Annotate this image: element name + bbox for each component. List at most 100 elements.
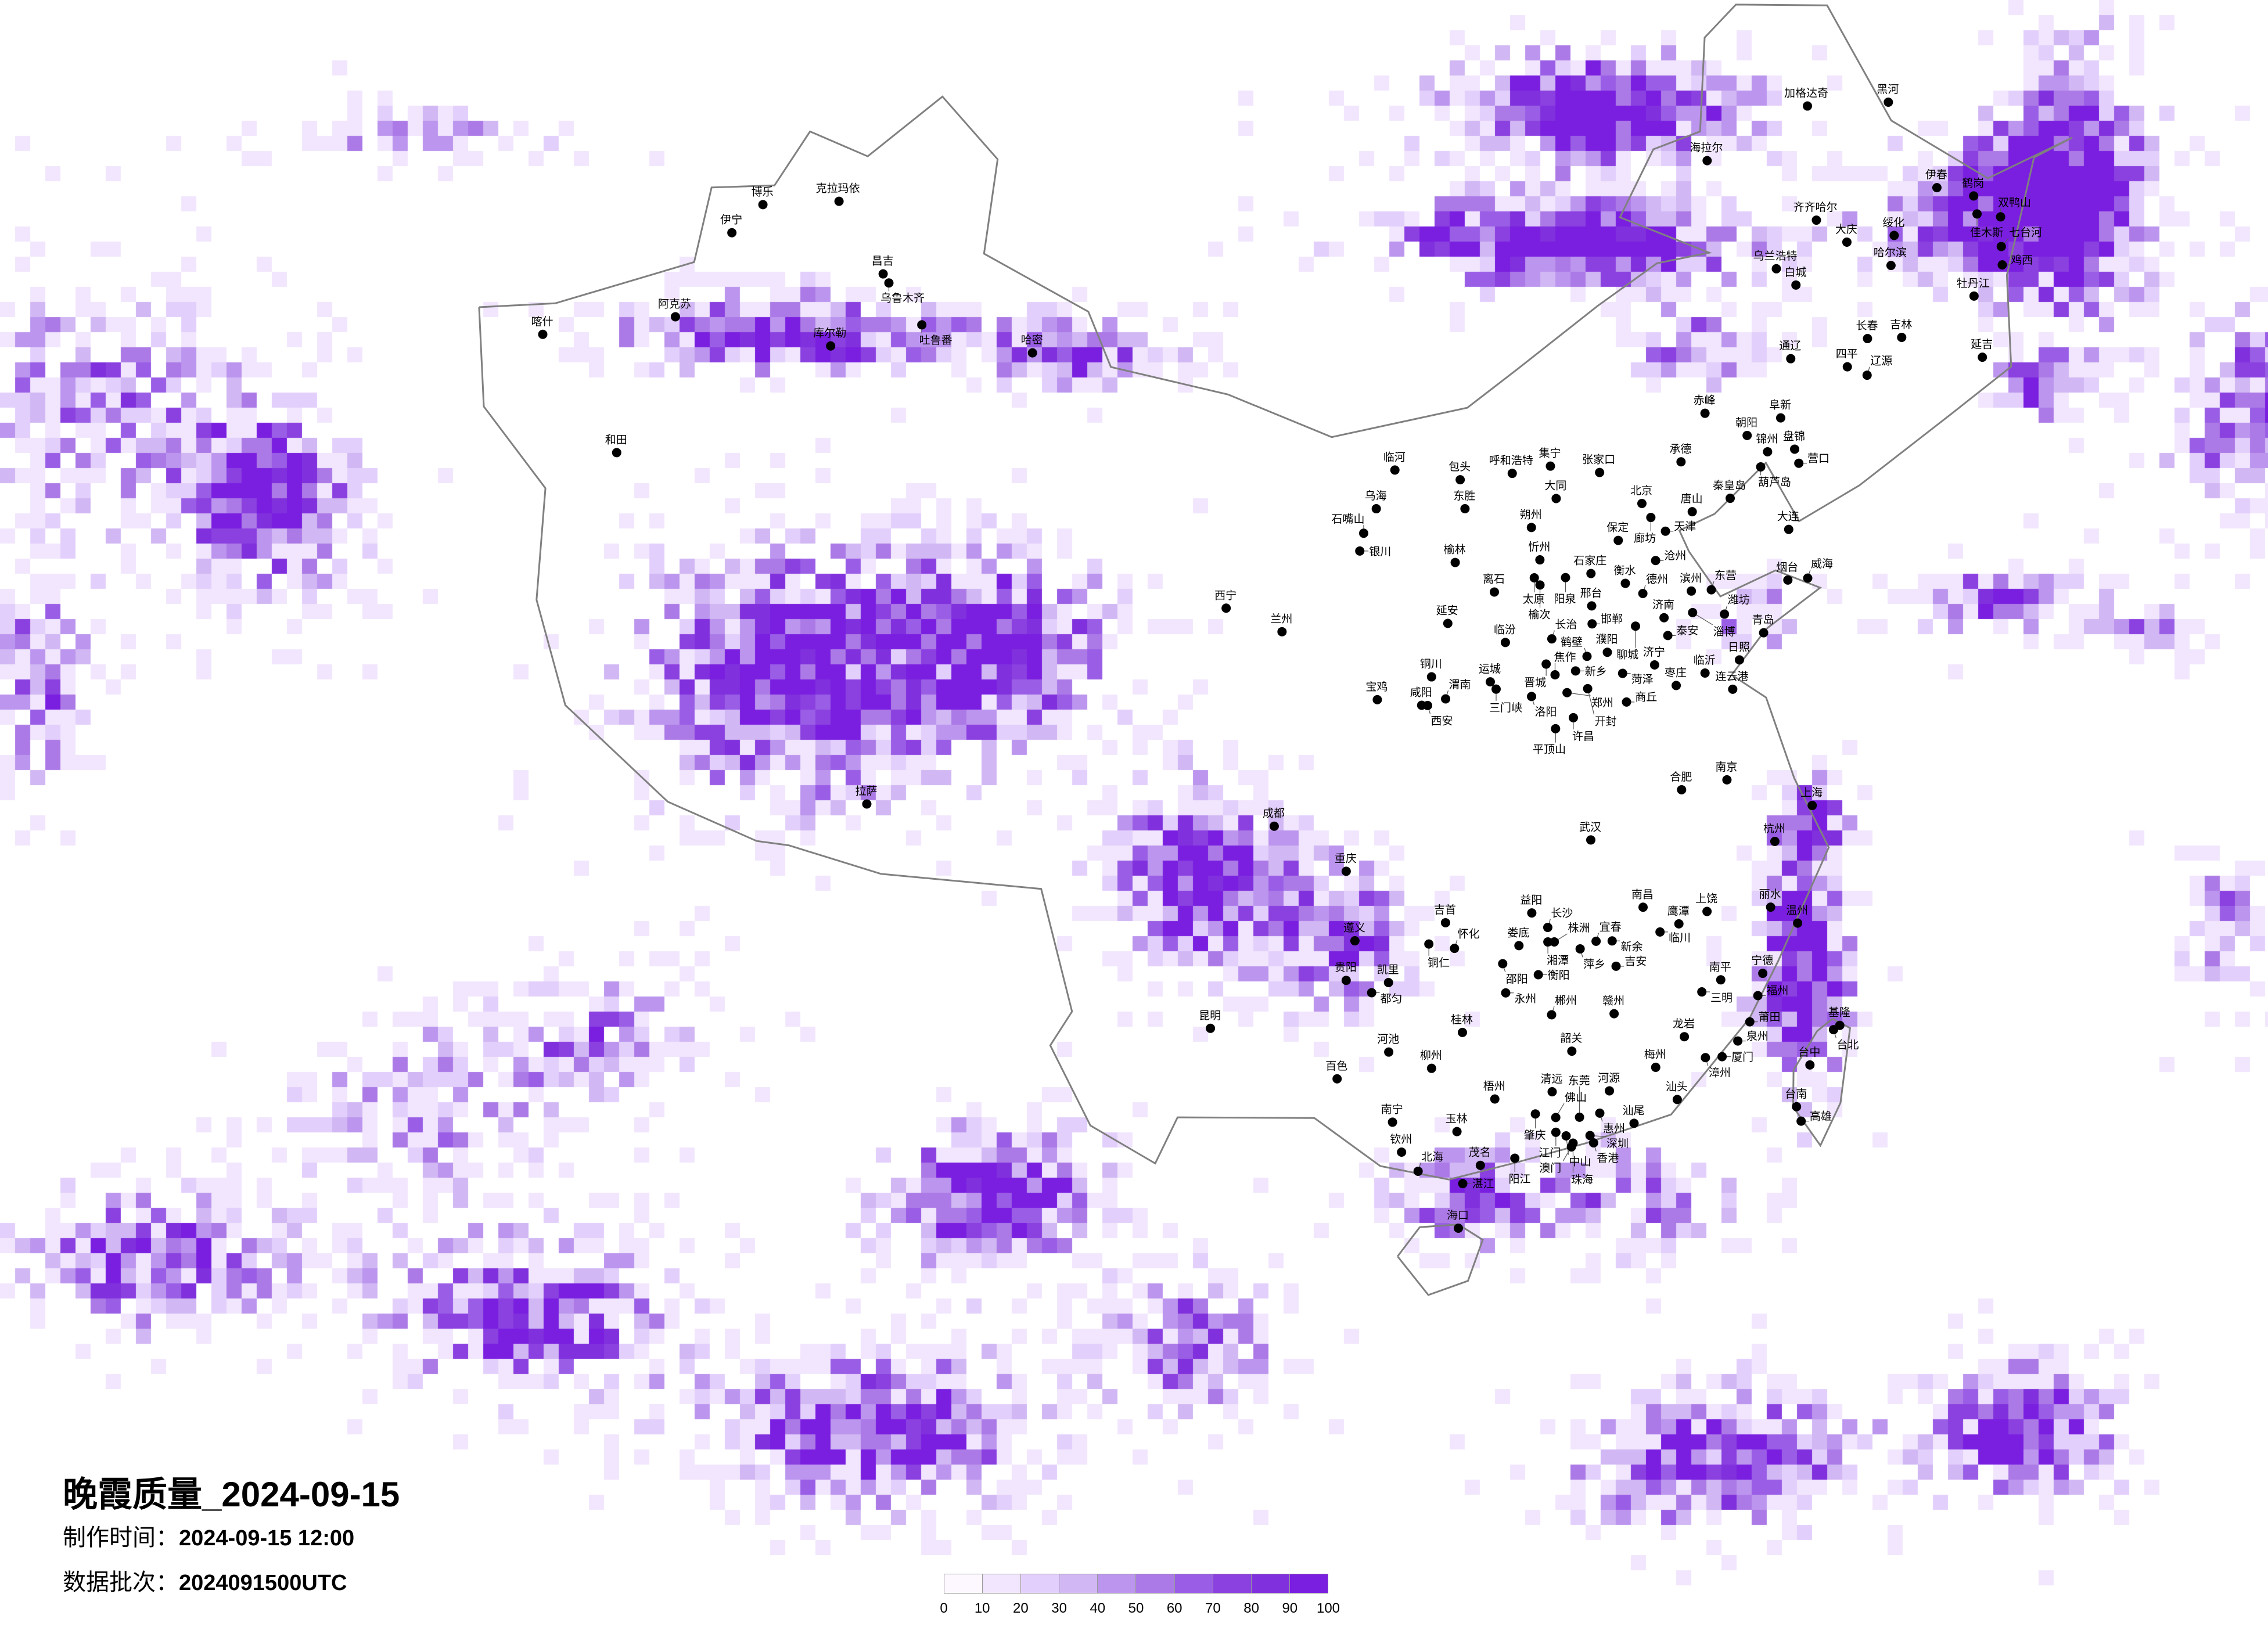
city-dot	[826, 341, 836, 351]
city-label: 昆明	[1199, 1009, 1221, 1022]
city-dot	[1529, 573, 1539, 583]
city-marker: 遵义	[1343, 922, 1365, 946]
city-dot	[1618, 668, 1627, 678]
city-label: 阳江	[1509, 1172, 1531, 1185]
city-marker: 西安	[1422, 700, 1453, 727]
city-dot	[1547, 634, 1557, 644]
city-marker: 莆田	[1745, 1010, 1781, 1027]
title-name: 晚霞质量	[63, 1474, 202, 1515]
city-dot	[1784, 524, 1793, 534]
city-label: 威海	[1811, 557, 1833, 570]
city-marker: 河池	[1377, 1033, 1399, 1057]
city-marker: 运城	[1479, 663, 1501, 687]
city-marker: 吉林	[1890, 318, 1912, 343]
city-marker: 鹤岗	[1962, 177, 1984, 201]
city-label: 北海	[1421, 1150, 1443, 1163]
city-label: 泰安	[1676, 624, 1698, 637]
city-marker: 吐鲁番	[917, 320, 953, 347]
city-label: 莆田	[1759, 1010, 1781, 1023]
city-label: 枣庄	[1665, 666, 1687, 679]
legend-swatch	[944, 1574, 983, 1593]
city-marker: 廊坊	[1634, 513, 1656, 545]
city-label: 台南	[1785, 1088, 1807, 1100]
city-label: 郑州	[1591, 696, 1613, 709]
city-marker: 台北	[1828, 1025, 1859, 1052]
city-marker: 吉安	[1611, 955, 1647, 971]
city-marker: 钦州	[1390, 1133, 1412, 1157]
city-marker: 淄博	[1688, 607, 1735, 638]
city-dot	[1489, 587, 1499, 597]
city-label: 许昌	[1572, 730, 1594, 743]
city-label: 潍坊	[1728, 593, 1750, 606]
city-marker: 兰州	[1270, 613, 1292, 636]
city-label: 吉林	[1890, 318, 1912, 331]
city-dot	[1582, 652, 1592, 661]
city-marker: 济宁	[1643, 646, 1665, 670]
city-dot	[1570, 666, 1580, 676]
city-marker: 益阳	[1520, 894, 1542, 918]
city-label: 聊城	[1616, 649, 1638, 661]
city-dot	[1426, 1063, 1436, 1073]
city-dot	[1450, 557, 1460, 567]
city-dot	[1367, 988, 1376, 998]
city-marker: 潍坊	[1720, 593, 1750, 619]
city-dot	[612, 448, 621, 458]
city-dot	[1728, 684, 1738, 694]
city-dot	[1720, 609, 1730, 619]
city-marker: 桂林	[1451, 1013, 1473, 1037]
city-dot	[1527, 908, 1537, 918]
city-dot	[1651, 1062, 1660, 1072]
city-dot	[1485, 677, 1495, 687]
city-label: 益阳	[1520, 894, 1542, 906]
city-marker: 新余	[1607, 936, 1643, 954]
city-dot	[1568, 713, 1578, 722]
city-dot	[1269, 821, 1279, 831]
city-dot	[862, 799, 872, 809]
city-marker: 河源	[1598, 1071, 1620, 1096]
city-label: 鸡西	[2011, 254, 2033, 267]
city-marker: 泉州	[1733, 1030, 1769, 1046]
city-marker: 七台河	[1996, 226, 2042, 251]
city-label: 永州	[1514, 992, 1536, 1005]
city-dot	[1475, 1160, 1485, 1170]
city-dot	[1550, 937, 1559, 947]
city-dot	[1996, 242, 2006, 251]
city-marker: 枣庄	[1665, 666, 1687, 690]
city-label: 廊坊	[1634, 532, 1656, 545]
city-marker: 秦皇岛	[1713, 479, 1746, 503]
city-label: 临沂	[1694, 654, 1716, 667]
city-marker: 株洲	[1550, 922, 1590, 947]
china-border	[478, 3, 2073, 1181]
city-dot	[1759, 628, 1769, 638]
city-label: 锦州	[1756, 433, 1778, 445]
city-label: 铜仁	[1428, 956, 1450, 969]
city-marker: 四平	[1836, 348, 1858, 372]
city-marker: 临川	[1655, 927, 1691, 944]
city-dot	[1680, 1032, 1690, 1042]
city-marker: 铜仁	[1424, 939, 1450, 969]
legend-swatch	[1174, 1574, 1213, 1593]
city-label: 乌海	[1365, 490, 1387, 502]
city-dot	[1358, 528, 1368, 538]
city-dot	[1783, 575, 1793, 585]
city-marker: 朝阳	[1735, 416, 1757, 440]
city-label: 长沙	[1551, 907, 1573, 920]
city-marker: 济南	[1652, 599, 1674, 623]
city-dot	[1457, 1027, 1467, 1037]
city-label: 青岛	[1752, 614, 1774, 627]
city-label: 榆林	[1444, 544, 1466, 556]
city-dot	[884, 278, 894, 288]
city-marker: 许昌	[1568, 713, 1594, 743]
city-label: 南昌	[1631, 888, 1654, 901]
city-label: 上海	[1800, 786, 1823, 799]
city-dot	[1722, 775, 1732, 785]
city-dot	[1969, 291, 1979, 301]
city-marker: 商丘	[1622, 691, 1657, 707]
city-dot	[1629, 1118, 1639, 1128]
city-marker: 集宁	[1539, 447, 1561, 471]
city-dot	[1786, 354, 1796, 364]
city-dot	[1221, 603, 1231, 613]
city-dot	[834, 196, 844, 206]
city-label: 东营	[1715, 569, 1737, 582]
city-label: 北京	[1630, 484, 1652, 497]
